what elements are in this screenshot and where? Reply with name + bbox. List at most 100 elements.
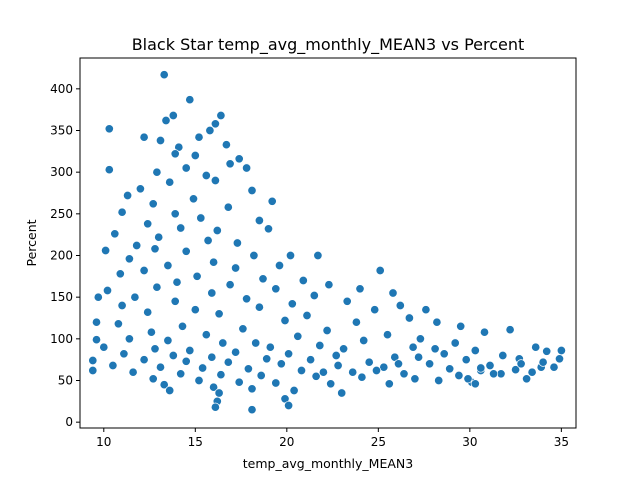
data-point [185,95,195,105]
data-point [461,355,471,365]
data-point [190,305,200,315]
data-point [124,334,134,344]
data-point [313,250,323,261]
data-point [188,194,199,204]
data-point [445,364,455,374]
data-point [284,400,294,411]
data-point [117,300,127,311]
data-point [384,379,394,389]
data-point [254,215,264,226]
data-point [152,282,162,292]
data-point [463,374,473,384]
data-point [271,378,281,388]
data-point [155,135,166,146]
data-point [130,292,140,302]
y-tick-label: 50 [58,374,73,388]
data-point [531,342,541,352]
data-point [210,175,220,186]
data-point [450,338,460,348]
x-tick-label: 30 [462,435,477,449]
data-point [549,362,559,372]
data-point [91,317,102,327]
data-point [421,305,431,315]
data-point [430,344,440,354]
data-point [124,254,134,264]
data-point [232,238,242,248]
data-point [296,365,307,376]
data-point [231,263,241,273]
data-point [207,288,217,298]
data-point [119,349,129,359]
data-point [287,299,297,309]
data-point [542,346,552,356]
data-point [265,342,275,352]
data-point [207,352,217,362]
data-point [498,350,508,361]
data-point [243,364,253,374]
data-point [88,365,98,376]
data-point [115,269,125,279]
data-point [414,352,424,362]
data-point [238,324,248,334]
data-point [163,260,173,271]
data-point [223,202,233,212]
data-point [209,382,219,392]
data-point [108,360,118,371]
data-point [101,245,111,256]
data-point [355,284,365,294]
data-point [251,338,261,348]
data-point [302,310,312,321]
y-axis-label: Percent [24,219,39,266]
data-point [198,363,208,373]
data-point [163,335,173,346]
data-point [470,345,480,356]
y-tick-label: 200 [50,249,73,263]
data-point [148,199,158,209]
data-point [146,327,156,337]
data-point [410,374,420,384]
data-point [489,369,499,379]
data-point [293,331,303,341]
chart-title: Black Star temp_avg_monthly_MEAN3 vs Per… [132,35,525,55]
data-point [271,284,281,294]
data-point [225,280,235,290]
data-point [375,265,385,276]
data-point [190,150,200,161]
data-point [254,302,264,312]
data-point [223,357,233,367]
data-point [284,349,294,359]
data-point [322,325,332,336]
data-point [139,355,149,365]
data-point [139,132,149,142]
data-point [324,280,334,290]
data-point [194,375,204,386]
data-point [516,359,526,369]
data-point [333,360,343,371]
x-tick-label: 35 [554,435,569,449]
data-point [415,334,425,344]
data-point [554,354,565,364]
data-point [326,379,336,389]
data-point [276,359,286,369]
data-point [150,344,160,354]
plot-frame [79,57,577,429]
data-point [159,380,169,390]
data-point [117,207,127,217]
data-point [218,338,228,348]
x-tick-label: 25 [371,435,386,449]
data-point [135,184,145,194]
data-point [242,163,252,173]
data-point [511,365,521,375]
data-point [201,170,211,181]
data-point [249,250,259,261]
y-tick-label: 300 [50,165,73,179]
data-point [382,330,393,340]
data-point [170,149,180,159]
y-tick-label: 100 [50,332,73,346]
data-point [538,357,548,367]
data-point [242,294,252,304]
data-point [143,219,153,229]
data-point [318,367,328,377]
data-point [364,357,374,367]
